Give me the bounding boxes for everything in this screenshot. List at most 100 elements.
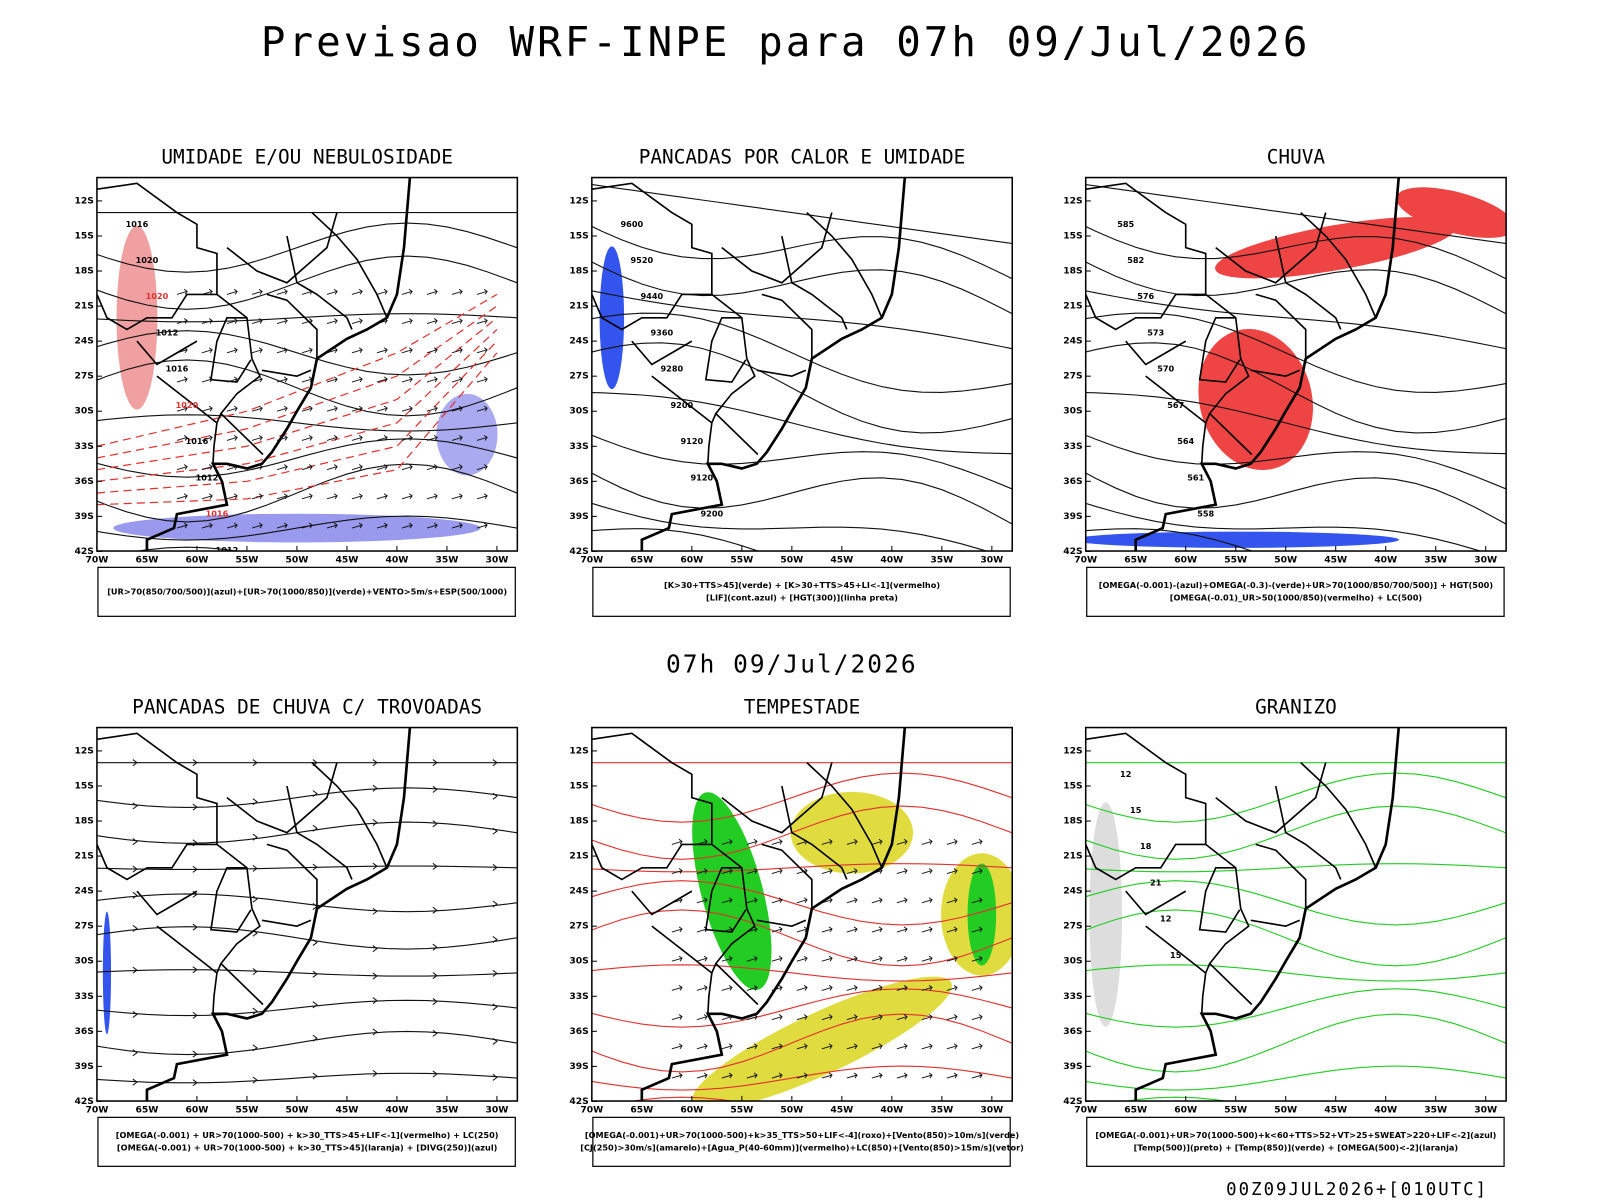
- stream-arrow: [312, 790, 318, 798]
- contour-line: [591, 863, 1013, 873]
- wind-vector: [896, 868, 908, 875]
- legend-text: [OMEGA(-0.001) + UR>70(1000-500) + k>30_…: [116, 1130, 499, 1140]
- lat-label: 36S: [1063, 476, 1082, 487]
- wind-vector: [896, 926, 908, 933]
- wind-vector: [351, 347, 363, 354]
- wind-vector: [671, 868, 683, 875]
- border: [286, 785, 353, 880]
- border: [212, 963, 222, 1014]
- map-frame: [591, 726, 1014, 1102]
- lon-label: 50W: [285, 555, 308, 566]
- contour-line: [1085, 863, 1507, 873]
- border: [96, 843, 217, 881]
- wind-vector: [376, 347, 388, 354]
- lon-label: 55W: [730, 555, 753, 566]
- contour-line: [1085, 225, 1507, 280]
- stream-arrow: [372, 997, 378, 1005]
- wind-vector: [846, 868, 858, 875]
- lat-label: 21S: [569, 301, 588, 312]
- contour-label: 15: [1170, 950, 1182, 960]
- border: [136, 890, 198, 916]
- map-panel: PANCADAS DE CHUVA C/ TROVOADAS 12S 15S 18S 2…: [75, 696, 519, 1167]
- coastline: [640, 727, 907, 1102]
- contour-line: [96, 1030, 518, 1056]
- wind-vector: [896, 838, 908, 845]
- wind-vector: [921, 1014, 933, 1021]
- contour-label: 21: [1150, 877, 1162, 887]
- legend-text: [OMEGA(-0.001) + UR>70(1000-500) + k>30_…: [117, 1142, 498, 1152]
- map-frame: [591, 176, 1014, 552]
- lon-label: 30W: [1474, 555, 1497, 566]
- wind-vector: [846, 1072, 858, 1079]
- contour-label: 1016: [166, 364, 189, 374]
- border: [707, 413, 717, 464]
- stream-arrow: [132, 966, 138, 974]
- panel-title: CHUVA: [1267, 146, 1326, 169]
- wind-vector: [846, 1043, 858, 1050]
- lat-label: 27S: [569, 921, 588, 932]
- wind-vector: [376, 434, 388, 441]
- border: [631, 890, 693, 916]
- lat-label: 39S: [75, 511, 94, 522]
- shaded-area: [790, 791, 914, 874]
- stream-arrow: [372, 862, 378, 870]
- wind-vector: [451, 318, 463, 325]
- border: [226, 762, 338, 834]
- lat-label: 42S: [75, 546, 94, 557]
- lat-label: 39S: [1063, 511, 1082, 522]
- border: [1198, 316, 1241, 383]
- border: [761, 293, 813, 359]
- wind-vector: [946, 897, 958, 904]
- lat-label: 12S: [1063, 745, 1082, 756]
- wind-vector: [176, 318, 188, 325]
- wind-vector: [251, 522, 263, 529]
- border: [1250, 919, 1301, 927]
- wind-vector: [201, 318, 213, 325]
- contour-line: [629, 1096, 735, 1102]
- border: [266, 293, 318, 359]
- stream-arrow: [312, 1001, 318, 1009]
- wind-vector: [426, 347, 438, 354]
- map-area: [96, 727, 518, 1102]
- border: [1200, 963, 1211, 1014]
- wind-vector: [226, 405, 238, 412]
- lat-label: 18S: [75, 816, 94, 827]
- wind-vector: [326, 434, 338, 441]
- wind-vector: [921, 1072, 933, 1079]
- wind-vector: [946, 984, 958, 991]
- wind-vector: [796, 897, 808, 904]
- stream-arrow: [372, 1028, 378, 1036]
- wind-vector: [746, 838, 758, 845]
- stream-arrow: [312, 863, 318, 871]
- lon-label: 50W: [780, 555, 803, 566]
- border: [1085, 843, 1206, 881]
- wind-vector: [796, 1043, 808, 1050]
- wind-vector: [896, 1043, 908, 1050]
- contour-line: [96, 330, 518, 376]
- lat-label: 33S: [569, 991, 588, 1002]
- wind-vector: [696, 1072, 708, 1079]
- wind-vector: [251, 288, 263, 295]
- lat-label: 18S: [1063, 816, 1082, 827]
- border: [212, 413, 222, 464]
- legend-box: [1086, 566, 1505, 617]
- stream-arrow: [432, 972, 438, 980]
- stream-arrow: [432, 943, 438, 951]
- wind-vector: [671, 1072, 683, 1079]
- border: [1255, 843, 1307, 909]
- wind-vector: [351, 522, 363, 529]
- contour-line: [96, 317, 498, 471]
- wind-vector: [176, 288, 188, 295]
- contour-label: 9120: [690, 472, 713, 482]
- lon-label: 70W: [1074, 1105, 1097, 1116]
- wind-vector: [301, 493, 313, 500]
- stream-arrow: [132, 838, 138, 846]
- wind-vector: [351, 288, 363, 295]
- wind-vector: [746, 897, 758, 904]
- wind-vector: [896, 1072, 908, 1079]
- wind-vector: [871, 1014, 883, 1021]
- legend-box: [97, 1116, 516, 1167]
- wind-vector: [476, 464, 488, 471]
- border: [311, 762, 388, 869]
- map-area: 9600 9520 9440 9360 9280 9200 9120 9120 9200: [591, 177, 1013, 552]
